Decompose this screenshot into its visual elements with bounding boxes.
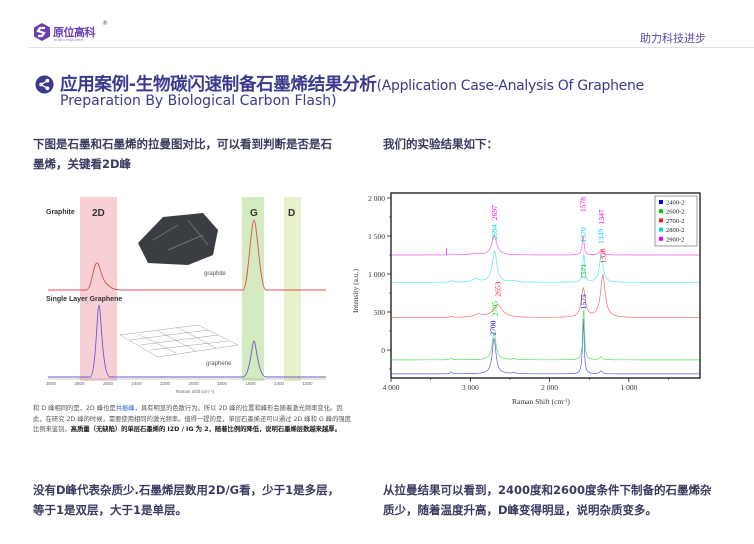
share-icon	[35, 75, 54, 94]
logo-subtitle: In-situ High-tech	[54, 38, 83, 42]
right-conclusion: 从拉曼结果可以看到，2400度和2600度条件下制备的石墨烯杂质少，随着温度升高…	[383, 483, 712, 517]
peak-label: 1347	[597, 209, 606, 224]
page-title-en: (Application Case-Analysis Of Graphene	[376, 78, 645, 94]
series-line-2900-2	[391, 235, 700, 256]
left-tick-label: 2600	[103, 381, 114, 386]
peak-label: 1328	[598, 248, 607, 263]
left-tick-label: 3000	[46, 381, 57, 386]
left-tick-label: 1800	[217, 381, 228, 386]
caption-bold: 高质量（无缺陷）的单层石墨烯的 I2D / IG 为 2，随着比例的降低，说明石…	[70, 426, 341, 433]
peak-label: 1571	[579, 264, 588, 279]
peak-label: 1575	[579, 294, 588, 309]
y-tick-label: 2 000	[368, 194, 385, 203]
series-line-2800-2	[391, 250, 700, 283]
legend-swatch	[659, 227, 663, 232]
left-xlabel: Raman shift (cm⁻¹)	[176, 389, 215, 394]
graphite-spectrum	[48, 219, 326, 291]
legend-entry: 2600-2	[666, 209, 684, 216]
right-intro: 我们的实验结果如下：	[383, 137, 498, 151]
legend-swatch	[659, 236, 663, 241]
peak-label: 2653	[493, 281, 502, 296]
peak-label: 2694	[490, 225, 499, 240]
graphite-rock	[138, 213, 218, 265]
band-d	[284, 197, 301, 381]
legend-swatch	[659, 218, 663, 223]
y-axis-label: Intensity (a.u.)	[351, 269, 360, 313]
x-tick-label: 4 000	[383, 383, 400, 392]
plot-frame	[390, 192, 701, 379]
resonance-peak-link[interactable]: 共振峰	[115, 405, 135, 412]
left-tick-label: 2200	[160, 381, 171, 386]
left-tick-label: 2400	[132, 381, 143, 386]
graphite-graphene-raman-figure: Graphite 2D G D graphite Single Layer Gr…	[46, 197, 326, 394]
figure-caption: 和 D 峰相同的是，2D 峰也是共振峰，具有明显的色散行为。所以 2D 峰的位置…	[33, 405, 351, 433]
y-tick-label: 1 500	[368, 232, 385, 241]
series-line-2400-2	[391, 318, 700, 375]
logo-mark-icon	[34, 23, 50, 41]
page-title: 应用案例-生物碳闪速制备石墨烯结果分析(Application Case-Ana…	[60, 71, 644, 96]
left-tick-label: 1200	[303, 381, 314, 386]
left-intro: 下图是石墨和石墨烯的拉曼图对比，可以看到判断是否是石墨烯，关键看2D峰	[33, 137, 332, 171]
peak-label: 1570	[579, 227, 588, 242]
label-g: G	[250, 208, 258, 219]
label-graphene: Single Layer Graphene	[46, 296, 122, 303]
graphene-spectrum	[48, 304, 326, 378]
left-conclusion: 没有D峰代表杂质少.石墨烯层数用2D/G看，少于1是多层，等于1是双层，大于1是…	[33, 483, 340, 517]
left-tick-label: 1600	[246, 381, 257, 386]
label-2d: 2D	[92, 208, 105, 219]
slogan: 助力科技进步	[640, 32, 706, 45]
y-tick-label: 500	[374, 308, 386, 317]
x-tick-label: 2 000	[541, 383, 558, 392]
legend-entry: 2700-2	[666, 218, 684, 225]
left-tick-label: 2800	[75, 381, 86, 386]
left-tick-label: 1400	[274, 381, 285, 386]
registered-mark: ®	[102, 20, 108, 27]
graphene-caption: graphene	[206, 361, 232, 367]
y-tick-label: 1 000	[368, 270, 385, 279]
header-divider	[29, 47, 754, 48]
band-2d	[80, 197, 117, 381]
label-graphite: Graphite	[46, 209, 75, 216]
series-line-2600-2	[391, 309, 700, 361]
legend-entry: 2800-2	[666, 227, 684, 234]
logo: 原位高科 ® In-situ High-tech	[32, 20, 116, 43]
band-g	[242, 197, 264, 381]
left-tick-label: 2000	[189, 381, 200, 386]
x-tick-label: 3 000	[462, 383, 479, 392]
graphite-caption: graphite	[204, 271, 226, 277]
peak-label: 1349	[597, 229, 606, 244]
graphene-lattice	[119, 324, 239, 358]
logo-text: 原位高科	[53, 26, 96, 39]
x-tick-label: 1 000	[620, 383, 637, 392]
page-title-main: 应用案例-生物碳闪速制备石墨烯结果分析	[60, 75, 377, 95]
legend-entry: 2900-2	[666, 236, 684, 243]
label-d: D	[288, 208, 295, 219]
y-tick-label: 0	[381, 346, 385, 355]
peak-label: 2705	[490, 301, 499, 316]
peak-label: 2697	[490, 205, 499, 220]
x-axis-label: Raman Shift (cm-1)	[512, 397, 570, 406]
peak-label: 2700	[488, 320, 497, 335]
legend-swatch	[659, 200, 663, 204]
series-line-2700-2	[391, 273, 700, 318]
peak-label: 1578	[579, 197, 588, 212]
legend-swatch	[659, 209, 663, 214]
legend-entry: 2400-2	[666, 200, 684, 207]
page-title-en-line2: Preparation By Biological Carbon Flash)	[60, 93, 337, 109]
